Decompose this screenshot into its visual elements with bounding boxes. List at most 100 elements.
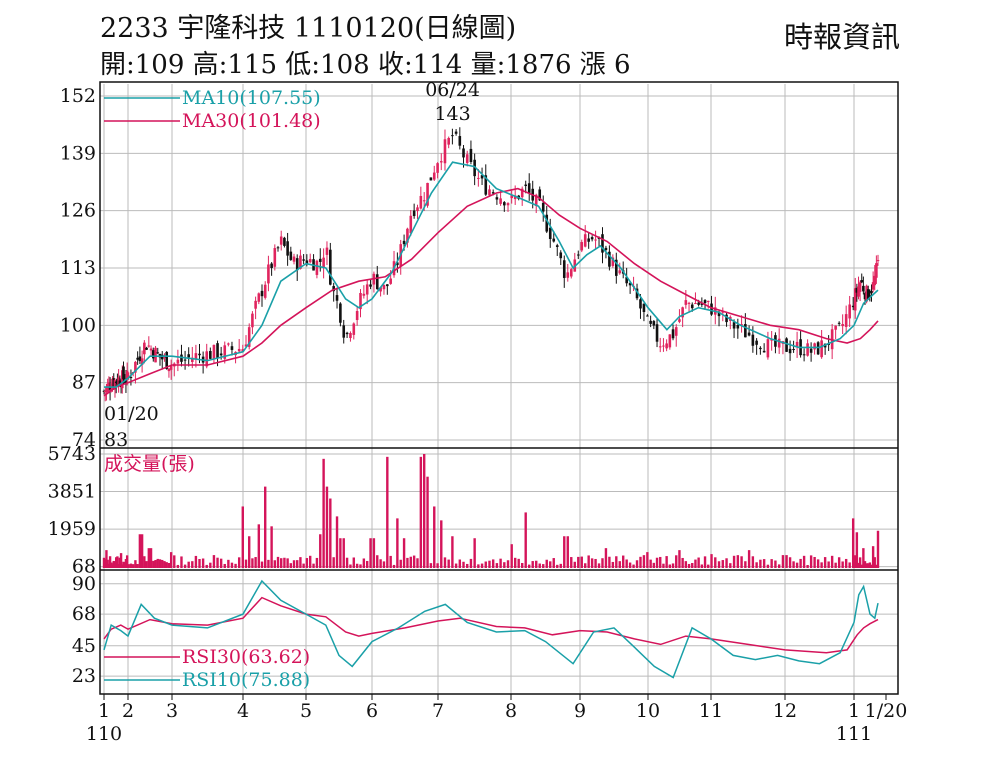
candle-body <box>422 200 426 202</box>
x-month-label: 8 <box>505 700 517 722</box>
chart-frame <box>99 81 899 695</box>
volume-bar <box>611 561 615 568</box>
rsi-tick-label: 45 <box>72 635 96 657</box>
volume-bar <box>161 559 164 568</box>
volume-bars <box>102 454 880 568</box>
volume-bar <box>524 512 527 568</box>
candle-body <box>362 293 366 296</box>
candle-body <box>402 240 406 245</box>
volume-bar <box>104 559 107 568</box>
volume-bar <box>187 561 190 568</box>
grid-lines <box>100 84 898 694</box>
volume-bar <box>389 555 392 568</box>
candle-body <box>604 247 608 251</box>
candle-body <box>156 352 160 354</box>
candle-body <box>439 161 443 163</box>
volume-bar <box>134 560 137 568</box>
volume-bar <box>117 564 120 568</box>
candle-body <box>562 260 566 278</box>
volume-bar <box>747 550 751 568</box>
candle-body <box>503 202 506 206</box>
volume-bar <box>710 554 713 568</box>
candle-body <box>506 203 510 206</box>
volume-bar <box>406 557 409 568</box>
price-tick-label: 100 <box>60 314 96 336</box>
rsi-tick-label: 23 <box>72 665 96 687</box>
volume-bar <box>684 561 688 568</box>
candle-body <box>412 210 416 217</box>
volume-bar <box>302 563 305 568</box>
volume-bar <box>671 563 675 568</box>
candle-body <box>841 324 844 327</box>
candle-body <box>710 303 713 315</box>
volume-bar <box>230 562 234 568</box>
volume-bar <box>180 556 183 568</box>
x-month-label: 2 <box>122 700 134 722</box>
rsi30-line <box>103 596 879 654</box>
volume-bar <box>436 563 439 568</box>
candle-body <box>205 351 209 367</box>
volume-bar <box>143 556 146 568</box>
volume-bar <box>788 557 792 568</box>
volume-bar <box>707 564 710 568</box>
candle-body <box>580 242 584 251</box>
volume-bar <box>844 558 848 568</box>
candle-body <box>107 382 111 389</box>
volume-bar <box>652 562 656 568</box>
candle-body <box>813 343 816 350</box>
volume-bar <box>488 560 491 568</box>
candle-body <box>590 237 594 240</box>
candle-body <box>339 303 342 323</box>
volume-bar <box>570 557 573 568</box>
candle-body <box>611 257 615 266</box>
candle-body <box>870 290 873 294</box>
volume-bar <box>154 559 157 568</box>
candle-body <box>149 348 153 351</box>
volume-bar <box>639 556 642 568</box>
volume-bar <box>173 555 176 568</box>
candle-body <box>145 347 148 350</box>
candle-body <box>759 347 762 350</box>
candle-body <box>777 338 781 348</box>
volume-bar <box>123 562 126 568</box>
rsi-tick-label: 90 <box>72 573 96 595</box>
volume-bar <box>590 558 594 568</box>
candle-body <box>866 289 870 300</box>
candle-body <box>566 272 570 278</box>
candle-body <box>744 324 747 338</box>
volume-bar <box>642 555 646 568</box>
volume-bar <box>108 556 112 568</box>
volume-bar <box>124 559 128 568</box>
volume-bar <box>513 557 517 568</box>
candle-body <box>762 350 766 353</box>
volume-bar <box>577 556 580 568</box>
volume-bar <box>216 557 219 568</box>
volume-bar <box>813 556 816 568</box>
candle-body <box>386 284 389 287</box>
volume-bar <box>362 558 366 568</box>
volume-bar <box>209 562 212 568</box>
candle-body <box>534 194 538 207</box>
candle-body <box>183 359 187 361</box>
candle-body <box>668 334 672 348</box>
volume-bar <box>700 564 704 568</box>
candle-body <box>147 345 151 347</box>
volume-bar <box>503 562 506 568</box>
candle-body <box>247 327 251 347</box>
volume-bar <box>289 563 293 568</box>
volume-bar <box>855 532 859 568</box>
candle-body <box>851 305 855 308</box>
volume-bar <box>309 555 312 568</box>
candle-body <box>342 325 346 338</box>
volume-bar <box>386 456 389 568</box>
candle-body <box>276 247 280 249</box>
candle-body <box>123 382 127 384</box>
candle-body <box>792 348 795 351</box>
candle-body <box>697 302 700 305</box>
volume-bar <box>549 561 552 568</box>
volume-bar <box>646 552 649 568</box>
volume-bar <box>510 544 513 568</box>
candle-body <box>495 197 499 200</box>
volume-bar <box>809 555 813 568</box>
candle-body <box>855 287 859 293</box>
